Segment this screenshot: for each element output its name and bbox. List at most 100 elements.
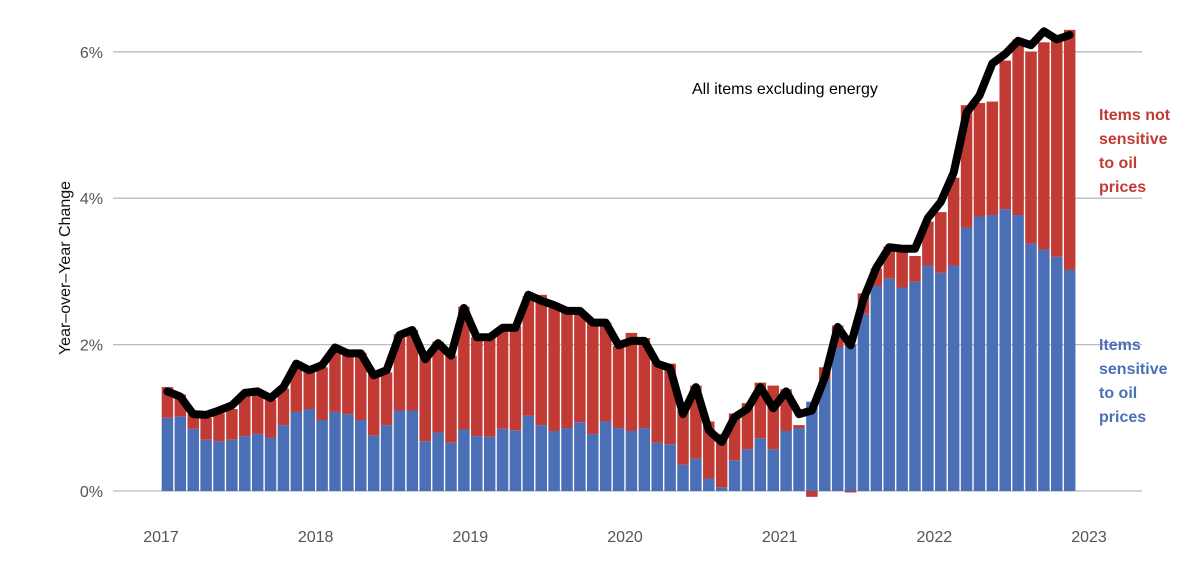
bar-not-sensitive [960, 105, 973, 228]
bar-sensitive [574, 422, 586, 491]
bar-sensitive [1038, 249, 1050, 491]
y-tick-label: 6% [80, 45, 103, 62]
bar-not-sensitive [986, 101, 999, 216]
bar-not-sensitive [355, 352, 367, 420]
bar-sensitive [303, 409, 315, 491]
bar-not-sensitive [599, 322, 612, 422]
x-tick-label: 2023 [1071, 529, 1107, 546]
bar-sensitive [844, 344, 857, 491]
bar-sensitive [741, 449, 754, 491]
bar-not-sensitive [1063, 29, 1076, 270]
bar-sensitive [677, 464, 689, 491]
bar-not-sensitive [303, 370, 315, 410]
bar-sensitive [367, 435, 380, 491]
bar-not-sensitive [806, 491, 818, 497]
bar-sensitive [342, 414, 354, 491]
y-axis-label: Year–over–Year Change [57, 181, 74, 355]
bar-not-sensitive [316, 367, 328, 420]
bar-sensitive [922, 265, 934, 491]
line-series-all-items-excluding-energy [163, 27, 1074, 446]
bar-sensitive [793, 428, 805, 491]
bar-series [161, 29, 1076, 497]
bar-not-sensitive [625, 332, 638, 431]
x-tick-label: 2019 [453, 529, 489, 546]
bar-not-sensitive [509, 326, 522, 431]
bar-not-sensitive [844, 491, 857, 493]
bar-sensitive [947, 265, 960, 491]
legend-line: prices [1099, 179, 1146, 196]
bar-sensitive [174, 416, 187, 491]
y-tick-label: 4% [80, 191, 103, 208]
bar-sensitive [638, 428, 651, 491]
bar-sensitive [831, 347, 844, 491]
bar-not-sensitive [896, 250, 908, 288]
bar-sensitive [599, 421, 612, 491]
bar-sensitive [483, 436, 496, 491]
bar-not-sensitive [690, 385, 702, 459]
bar-sensitive [703, 478, 715, 491]
bar-not-sensitive [483, 336, 496, 437]
legend-line: Items not [1099, 107, 1171, 124]
bar-not-sensitive [187, 414, 199, 429]
bar-not-sensitive [638, 338, 651, 429]
bar-sensitive [471, 436, 483, 491]
bar-not-sensitive [561, 309, 573, 429]
x-tick-label: 2017 [143, 529, 179, 546]
bar-not-sensitive [380, 372, 393, 426]
bar-not-sensitive [264, 399, 277, 438]
bar-not-sensitive [419, 354, 431, 442]
bar-not-sensitive [767, 385, 779, 450]
bar-not-sensitive [251, 391, 264, 434]
bar-sensitive [522, 415, 535, 491]
legend-line: to oil [1099, 385, 1137, 402]
bar-sensitive [690, 458, 702, 491]
bar-sensitive [380, 425, 393, 491]
bar-not-sensitive [239, 393, 251, 437]
bar-not-sensitive [535, 294, 547, 426]
legend-line: prices [1099, 409, 1146, 426]
bar-sensitive [251, 433, 264, 491]
bar-sensitive [806, 401, 818, 491]
annotation-all-items-excluding-energy: All items excluding energy [692, 81, 878, 98]
bar-not-sensitive [793, 425, 805, 429]
bar-sensitive [960, 227, 973, 492]
x-tick-label: 2021 [762, 529, 798, 546]
bar-sensitive [187, 428, 199, 491]
bar-sensitive [715, 487, 728, 491]
bar-not-sensitive [728, 413, 741, 461]
bar-not-sensitive [496, 328, 509, 429]
x-tick-label: 2020 [607, 529, 643, 546]
bar-sensitive [1051, 256, 1063, 491]
bar-not-sensitive [329, 350, 341, 412]
bar-sensitive [161, 417, 174, 491]
bar-sensitive [200, 439, 212, 491]
bar-sensitive [1012, 215, 1024, 491]
bar-sensitive [406, 410, 419, 491]
bar-sensitive [973, 216, 986, 491]
bar-sensitive [393, 410, 406, 491]
bar-sensitive [496, 428, 509, 491]
bar-sensitive [445, 442, 457, 491]
bar-not-sensitive [715, 433, 728, 488]
bar-not-sensitive [226, 409, 238, 440]
bar-not-sensitive [277, 388, 290, 426]
bar-not-sensitive [935, 212, 947, 273]
bar-not-sensitive [883, 246, 895, 279]
bar-sensitive [290, 411, 303, 491]
bar-not-sensitive [406, 329, 419, 411]
bar-not-sensitive [909, 256, 921, 282]
bar-sensitive [767, 449, 779, 491]
bar-sensitive [986, 215, 999, 491]
bar-sensitive [226, 439, 238, 491]
bar-sensitive [612, 428, 625, 491]
bar-sensitive [458, 429, 470, 491]
bar-sensitive [264, 437, 277, 491]
bar-sensitive [780, 430, 792, 491]
bar-not-sensitive [161, 387, 174, 418]
bar-sensitive [277, 425, 290, 491]
legend-sensitive: Items sensitive to oil prices [1099, 337, 1168, 426]
bar-not-sensitive [922, 221, 934, 266]
legend-not-sensitive: Items not sensitive to oil prices [1099, 107, 1171, 196]
bar-sensitive [819, 379, 831, 491]
